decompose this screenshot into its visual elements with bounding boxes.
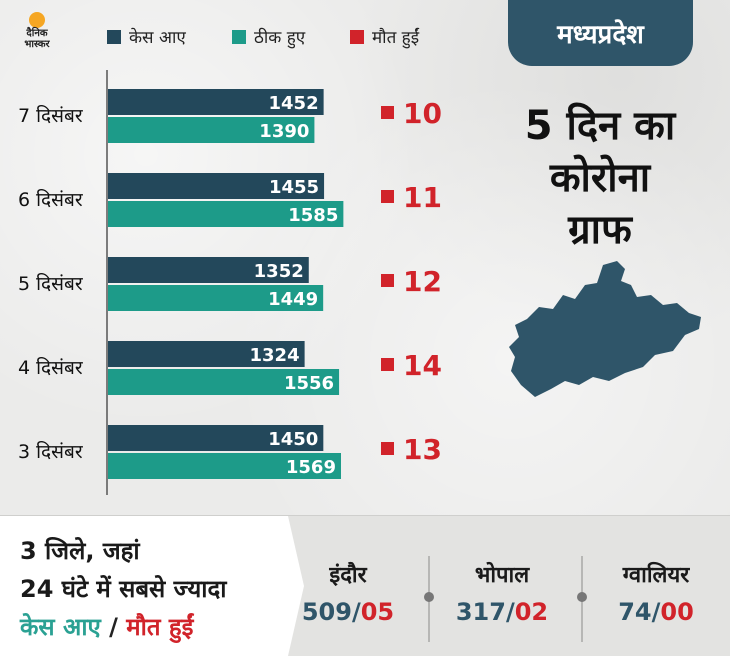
city-name-bhopal: भोपाल (474, 563, 530, 588)
graph-title: 5 दिन का कोरोना ग्राफ (505, 100, 695, 256)
city-value-bhopal: 317/02 (432, 598, 572, 626)
deaths-gwalior: 00 (660, 598, 694, 626)
slash-gwalior: / (651, 598, 661, 626)
bar-recovered (108, 453, 341, 479)
separator-dot-1 (424, 592, 434, 602)
headline-cases: केस आए (20, 613, 101, 641)
bar-cases (108, 341, 305, 367)
graph-title-line-3: ग्राफ (568, 207, 632, 253)
graph-title-line-1: 5 दिन का (524, 103, 676, 149)
cases-indore: 509 (301, 598, 352, 626)
marker-deaths (381, 190, 394, 203)
bar-chart: 7 दिसंबर 1452 1390 10 6 दिसंबर 1455 1585 11 5 दि… (18, 70, 442, 495)
bar-cases (108, 173, 325, 199)
data-label-cases: 1324 (250, 345, 300, 366)
bar-cases (108, 89, 324, 115)
headline-line-3: केस आए / मौत हुईं (20, 610, 193, 643)
bar-recovered (108, 117, 315, 143)
marker-deaths (381, 358, 394, 371)
city-value-gwalior: 74/00 (586, 598, 726, 626)
data-label-cases: 1452 (269, 93, 319, 114)
data-label-recovered: 1585 (288, 205, 338, 226)
bar-recovered (108, 201, 344, 227)
legend-item-cases: केस आए (107, 25, 186, 48)
data-label-cases: 1352 (254, 261, 304, 282)
category-label: 4 दिसंबर (18, 356, 84, 379)
data-label-deaths: 10 (403, 97, 442, 130)
category-label: 6 दिसंबर (18, 188, 84, 211)
city-name-indore: इंदौर (329, 563, 367, 588)
marker-deaths (381, 106, 394, 119)
bar-cases (108, 257, 309, 283)
legend-swatch-recovered (232, 29, 246, 44)
legend-label-deaths: मौत हुईं (372, 28, 420, 48)
sun-icon (29, 12, 45, 28)
data-label-recovered: 1390 (259, 121, 309, 142)
headline-line-1: 3 जिले, जहां (20, 537, 140, 565)
cases-bhopal: 317 (455, 598, 506, 626)
deaths-indore: 05 (360, 598, 395, 626)
bar-recovered (108, 285, 324, 311)
marker-deaths (381, 442, 394, 455)
category-label: 7 दिसंबर (18, 104, 84, 127)
bar-recovered (108, 369, 340, 395)
data-label-deaths: 11 (403, 181, 442, 214)
bar-cases (108, 425, 324, 451)
headline-line-2: 24 घंटे में सबसे ज्यादा (20, 575, 227, 603)
summary-panel: 3 जिले, जहां 24 घंटे में सबसे ज्यादा केस… (0, 515, 730, 656)
category-label: 5 दिसंबर (18, 272, 84, 295)
dainik-bhaskar-logo: दैनिक भास्कर (14, 10, 60, 56)
marker-deaths (381, 274, 394, 287)
data-label-deaths: 13 (403, 433, 442, 466)
data-label-cases: 1450 (268, 429, 318, 450)
slash-bhopal: / (505, 598, 515, 626)
city-value-indore: 509/05 (278, 598, 418, 626)
separator-dot-2 (577, 592, 587, 602)
deaths-bhopal: 02 (514, 598, 549, 626)
legend-item-recovered: ठीक हुए (232, 25, 305, 48)
category-label: 3 दिसंबर (18, 440, 84, 463)
cases-gwalior: 74 (618, 598, 652, 626)
madhya-pradesh-map-icon (509, 261, 701, 397)
city-name-gwalior: ग्वालियर (622, 563, 690, 588)
data-label-recovered: 1556 (284, 373, 334, 394)
legend-label-recovered: ठीक हुए (254, 28, 306, 48)
data-label-cases: 1455 (269, 177, 319, 198)
headline-deaths: मौत हुईं (126, 613, 194, 641)
data-label-recovered: 1449 (268, 289, 318, 310)
graph-title-line-2: कोरोना (549, 155, 651, 201)
legend-swatch-cases (107, 29, 121, 44)
logo-text: दैनिक भास्कर (24, 28, 50, 50)
slash-indore: / (351, 598, 361, 626)
data-label-deaths: 12 (403, 265, 442, 298)
headline-separator: / (100, 613, 127, 641)
data-label-recovered: 1569 (286, 457, 336, 478)
summary-headline-box: 3 जिले, जहां 24 घंटे में सबसे ज्यादा केस… (0, 516, 288, 656)
state-label: मध्यप्रदेश (508, 0, 693, 66)
legend-item-deaths: मौत हुईं (350, 25, 419, 48)
panel-arrow (288, 516, 304, 656)
legend-swatch-deaths (350, 29, 364, 44)
data-label-deaths: 14 (403, 349, 442, 382)
legend-label-cases: केस आए (129, 28, 186, 48)
